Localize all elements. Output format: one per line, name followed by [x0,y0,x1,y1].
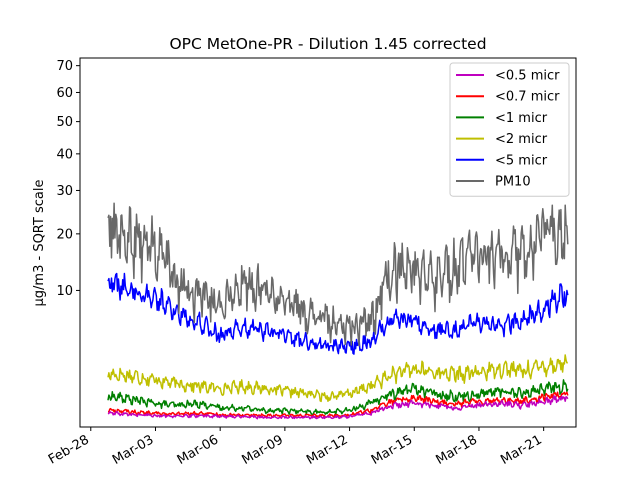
series-line [107,354,568,403]
series-line [107,379,569,416]
y-tick-label: 20 [56,227,73,242]
y-axis: 10 20 30 40 50 60 70 [56,59,80,299]
series-line [107,395,569,420]
y-tick-label: 40 [56,147,73,162]
legend-label: <1 micr [495,111,548,126]
y-tick-label: 30 [56,184,73,199]
legend-label: <2 micr [495,132,548,147]
y-tick-label: 10 [56,284,73,299]
series-line [107,202,569,347]
x-tick-label: Mar-12 [304,432,350,467]
x-tick-label: Mar-18 [434,432,480,467]
legend-label: PM10 [495,175,531,190]
plot-area [107,202,569,420]
legend-label: <5 micr [495,153,548,168]
x-tick-label: Mar-15 [369,432,415,467]
legend: <0.5 micr <0.7 micr <1 micr <2 micr <5 micr P… [449,62,570,197]
y-axis-label: µg/m3 - SQRT scale [32,180,47,307]
y-tick-label: 50 [56,115,73,130]
chart-title: OPC MetOne-PR - Dilution 1.45 corrected [169,35,486,53]
x-tick-label: Feb-28 [46,432,92,467]
y-tick-label: 70 [56,59,73,74]
legend-label: <0.5 micr [495,69,560,84]
plot-frame [79,57,577,428]
series-line [107,391,569,419]
legend-label: <0.7 micr [495,90,560,105]
x-tick-label: Mar-03 [110,432,156,467]
y-tick-label: 60 [56,86,73,101]
x-tick-label: Mar-09 [239,432,285,467]
series-line [107,272,569,355]
x-tick-label: Mar-06 [175,432,221,467]
x-axis: Feb-28 Mar-03 Mar-06 Mar-09 Mar-12 Mar-15 Mar-… [46,427,545,468]
x-tick-label: Mar-21 [498,432,544,467]
